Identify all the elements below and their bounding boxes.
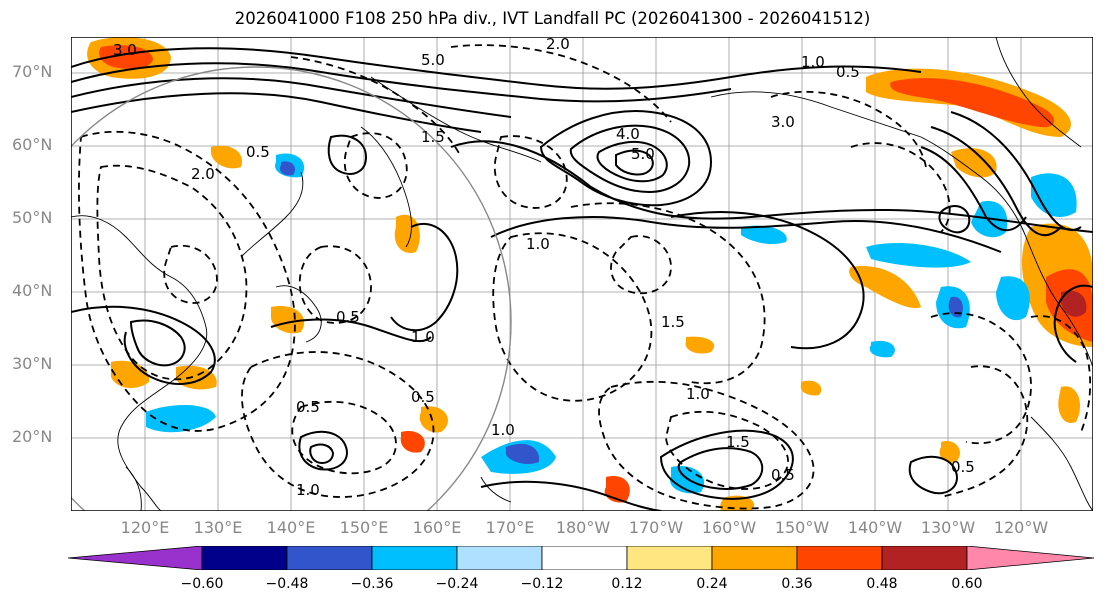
map-title: 2026041000 F108 250 hPa div., IVT Landfa… xyxy=(234,9,871,28)
solid-contours xyxy=(71,47,1093,511)
contour-label: 4.0 xyxy=(616,125,640,143)
lon-tick-130w: 130°W xyxy=(920,518,976,537)
contour-labels: 3.0 5.0 2.0 1.0 0.5 4.0 5.0 1.5 0.5 3.0 … xyxy=(113,37,975,499)
lon-tick-140e: 140°E xyxy=(266,518,316,537)
dashed-contours xyxy=(78,44,1092,510)
map-background xyxy=(71,37,1093,511)
colorbar-bin xyxy=(711,546,798,570)
lon-tick-120w: 120°W xyxy=(993,518,1049,537)
contour-label: 1.5 xyxy=(661,313,685,331)
lon-tick-170e: 170°E xyxy=(485,518,535,537)
colorbar-bin xyxy=(286,546,373,570)
lon-tick-170w: 170°W xyxy=(628,518,684,537)
lat-tick-60n: 60°N xyxy=(12,135,53,154)
contour-label: 3.0 xyxy=(113,41,137,59)
lon-tick-120e: 120°E xyxy=(120,518,170,537)
lon-tick-160w: 160°W xyxy=(701,518,757,537)
colorbar-label: −0.36 xyxy=(350,576,394,592)
colorbar-bin xyxy=(881,546,968,570)
contour-label: 0.5 xyxy=(336,308,360,326)
contour-label: 0.5 xyxy=(296,398,320,416)
colorbar-ext-low xyxy=(68,546,203,570)
lat-tick-50n: 50°N xyxy=(12,208,53,227)
contour-label: 1.0 xyxy=(801,53,825,71)
colorbar-segments xyxy=(68,546,1095,570)
contour-label: 1.5 xyxy=(726,433,750,451)
contour-label: 0.5 xyxy=(836,63,860,81)
colorbar-bin xyxy=(371,546,458,570)
coastlines xyxy=(71,37,1093,511)
colorbar-label: 0.12 xyxy=(611,576,643,592)
contour-label: 5.0 xyxy=(421,51,445,69)
colorbar-label: −0.24 xyxy=(435,576,479,592)
contour-label: 1.0 xyxy=(526,235,550,253)
contour-label: 1.0 xyxy=(296,481,320,499)
colorbar-ext-high xyxy=(966,546,1095,570)
ivt-shading xyxy=(87,37,1093,511)
contour-label: 5.0 xyxy=(631,145,655,163)
lat-tick-40n: 40°N xyxy=(12,281,53,300)
colorbar-bin xyxy=(796,546,883,570)
contour-label: 0.5 xyxy=(246,143,270,161)
colorbar-bin xyxy=(626,546,713,570)
colorbar xyxy=(68,546,1095,570)
lon-tick-180w: 180°W xyxy=(555,518,611,537)
lon-tick-150e: 150°E xyxy=(339,518,389,537)
colorbar-bin xyxy=(456,546,543,570)
focus-circle xyxy=(71,66,512,511)
lon-tick-160e: 160°E xyxy=(412,518,462,537)
map-panel: 3.0 5.0 2.0 1.0 0.5 4.0 5.0 1.5 0.5 3.0 … xyxy=(71,37,1093,511)
contour-label: 2.0 xyxy=(546,37,570,53)
colorbar-bin xyxy=(541,546,628,570)
colorbar-label: 0.24 xyxy=(696,576,728,592)
contour-label: 0.5 xyxy=(771,466,795,484)
contour-label: 1.0 xyxy=(686,385,710,403)
contour-label: 0.5 xyxy=(411,388,435,406)
colorbar-bin xyxy=(201,546,288,570)
contour-label: 1.5 xyxy=(421,128,445,146)
contour-label: 1.0 xyxy=(411,328,435,346)
lon-tick-150w: 150°W xyxy=(774,518,830,537)
colorbar-label: −0.48 xyxy=(265,576,309,592)
contour-label: 2.0 xyxy=(191,165,215,183)
lat-tick-30n: 30°N xyxy=(12,354,53,373)
colorbar-label: 0.36 xyxy=(781,576,813,592)
contour-label: 3.0 xyxy=(771,113,795,131)
contour-label: 1.0 xyxy=(491,421,515,439)
colorbar-label: 0.48 xyxy=(866,576,898,592)
colorbar-label: 0.60 xyxy=(951,576,983,592)
lon-tick-130e: 130°E xyxy=(193,518,243,537)
lon-tick-140w: 140°W xyxy=(847,518,903,537)
lat-tick-70n: 70°N xyxy=(12,62,53,81)
colorbar-label: −0.12 xyxy=(520,576,564,592)
contour-label: 0.5 xyxy=(951,458,975,476)
colorbar-label: −0.60 xyxy=(180,576,224,592)
lat-tick-20n: 20°N xyxy=(12,427,53,446)
